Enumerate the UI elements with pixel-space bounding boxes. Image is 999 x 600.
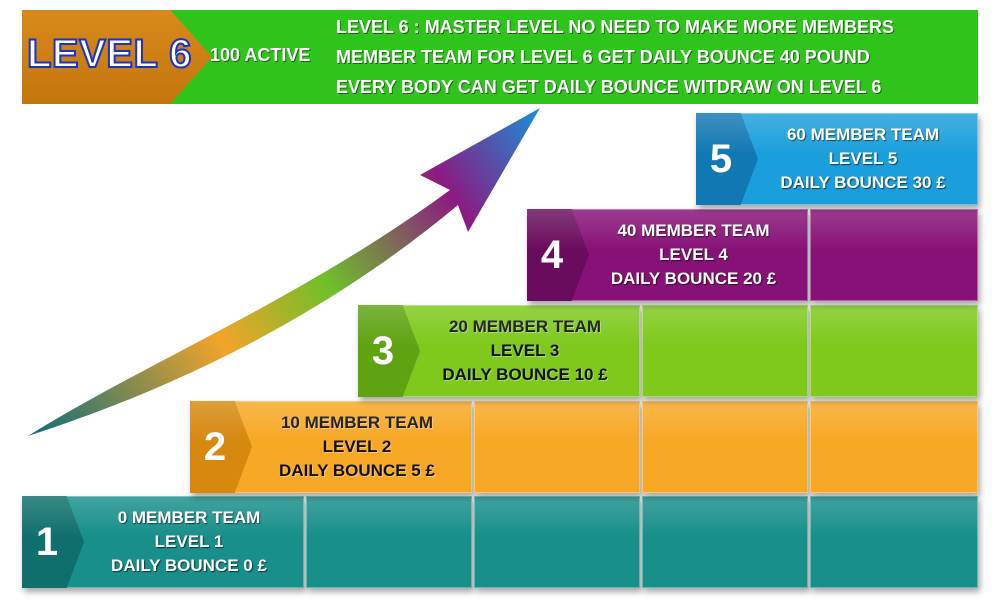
level-3-level: LEVEL 3 <box>490 341 560 360</box>
level-4-level: LEVEL 4 <box>659 245 728 264</box>
level-4-block <box>810 209 978 301</box>
level-5-bounce: DAILY BOUNCE 30 £ <box>780 173 946 192</box>
level-3-number: 3 <box>371 328 395 373</box>
level-6-title: LEVEL 6 <box>26 31 193 77</box>
level-1-block <box>810 496 978 588</box>
level-5-level: LEVEL 5 <box>828 149 898 168</box>
level-1-number: 1 <box>35 519 59 564</box>
level-2-block <box>642 401 808 493</box>
level-3-team: 20 MEMBER TEAM <box>448 317 602 336</box>
level-3-step: 3 20 MEMBER TEAM LEVEL 3 DAILY BOUNCE 10… <box>358 305 640 397</box>
level-3-block <box>642 305 808 397</box>
level-4-number: 4 <box>540 232 564 277</box>
banner-line-3: EVERY BODY CAN GET DAILY BOUNCE WITDRAW … <box>336 77 882 97</box>
level-1-text: 0 MEMBER TEAM LEVEL 1 DAILY BOUNCE 0 £ <box>78 496 300 588</box>
level-4-team: 40 MEMBER TEAM <box>617 221 770 240</box>
level-4-text: 40 MEMBER TEAM LEVEL 4 DAILY BOUNCE 20 £ <box>583 209 804 301</box>
level-2-step: 2 10 MEMBER TEAM LEVEL 2 DAILY BOUNCE 5 … <box>190 401 472 493</box>
level-4-bounce: DAILY BOUNCE 20 £ <box>610 269 777 288</box>
level-2-text: 10 MEMBER TEAM LEVEL 2 DAILY BOUNCE 5 £ <box>246 401 468 493</box>
level-1-block <box>642 496 808 588</box>
level-3-bounce: DAILY BOUNCE 10 £ <box>442 365 608 384</box>
banner-line-2: MEMBER TEAM FOR LEVEL 6 GET DAILY BOUNCE… <box>336 47 870 67</box>
level-2-team: 10 MEMBER TEAM <box>280 413 434 432</box>
level-1-level: LEVEL 1 <box>154 532 224 551</box>
level-1-bounce: DAILY BOUNCE 0 £ <box>111 556 267 575</box>
level-2-block <box>474 401 640 493</box>
level-4-step: 4 40 MEMBER TEAM LEVEL 4 DAILY BOUNCE 20… <box>527 209 808 301</box>
level-1-step: 1 0 MEMBER TEAM LEVEL 1 DAILY BOUNCE 0 £ <box>22 496 304 588</box>
level-1-team: 0 MEMBER TEAM <box>117 508 261 527</box>
level-2-number: 2 <box>203 424 227 469</box>
level-2-level: LEVEL 2 <box>322 437 392 456</box>
level-2-bounce: DAILY BOUNCE 5 £ <box>279 461 435 480</box>
level-3-text: 20 MEMBER TEAM LEVEL 3 DAILY BOUNCE 10 £ <box>414 305 636 397</box>
level-6-banner-tab <box>22 10 212 104</box>
level-3-block <box>810 305 978 397</box>
level-1-block <box>474 496 640 588</box>
level-2-block <box>810 401 978 493</box>
level-5-number: 5 <box>709 136 733 181</box>
level-5-text: 60 MEMBER TEAM LEVEL 5 DAILY BOUNCE 30 £ <box>752 113 974 205</box>
banner-active-label: 100 ACTIVE <box>210 45 311 65</box>
level-5-team: 60 MEMBER TEAM <box>786 125 940 144</box>
level-1-block <box>306 496 472 588</box>
banner-line-1: LEVEL 6 : MASTER LEVEL NO NEED TO MAKE M… <box>336 17 895 37</box>
level-5-step: 5 60 MEMBER TEAM LEVEL 5 DAILY BOUNCE 30… <box>696 113 978 205</box>
